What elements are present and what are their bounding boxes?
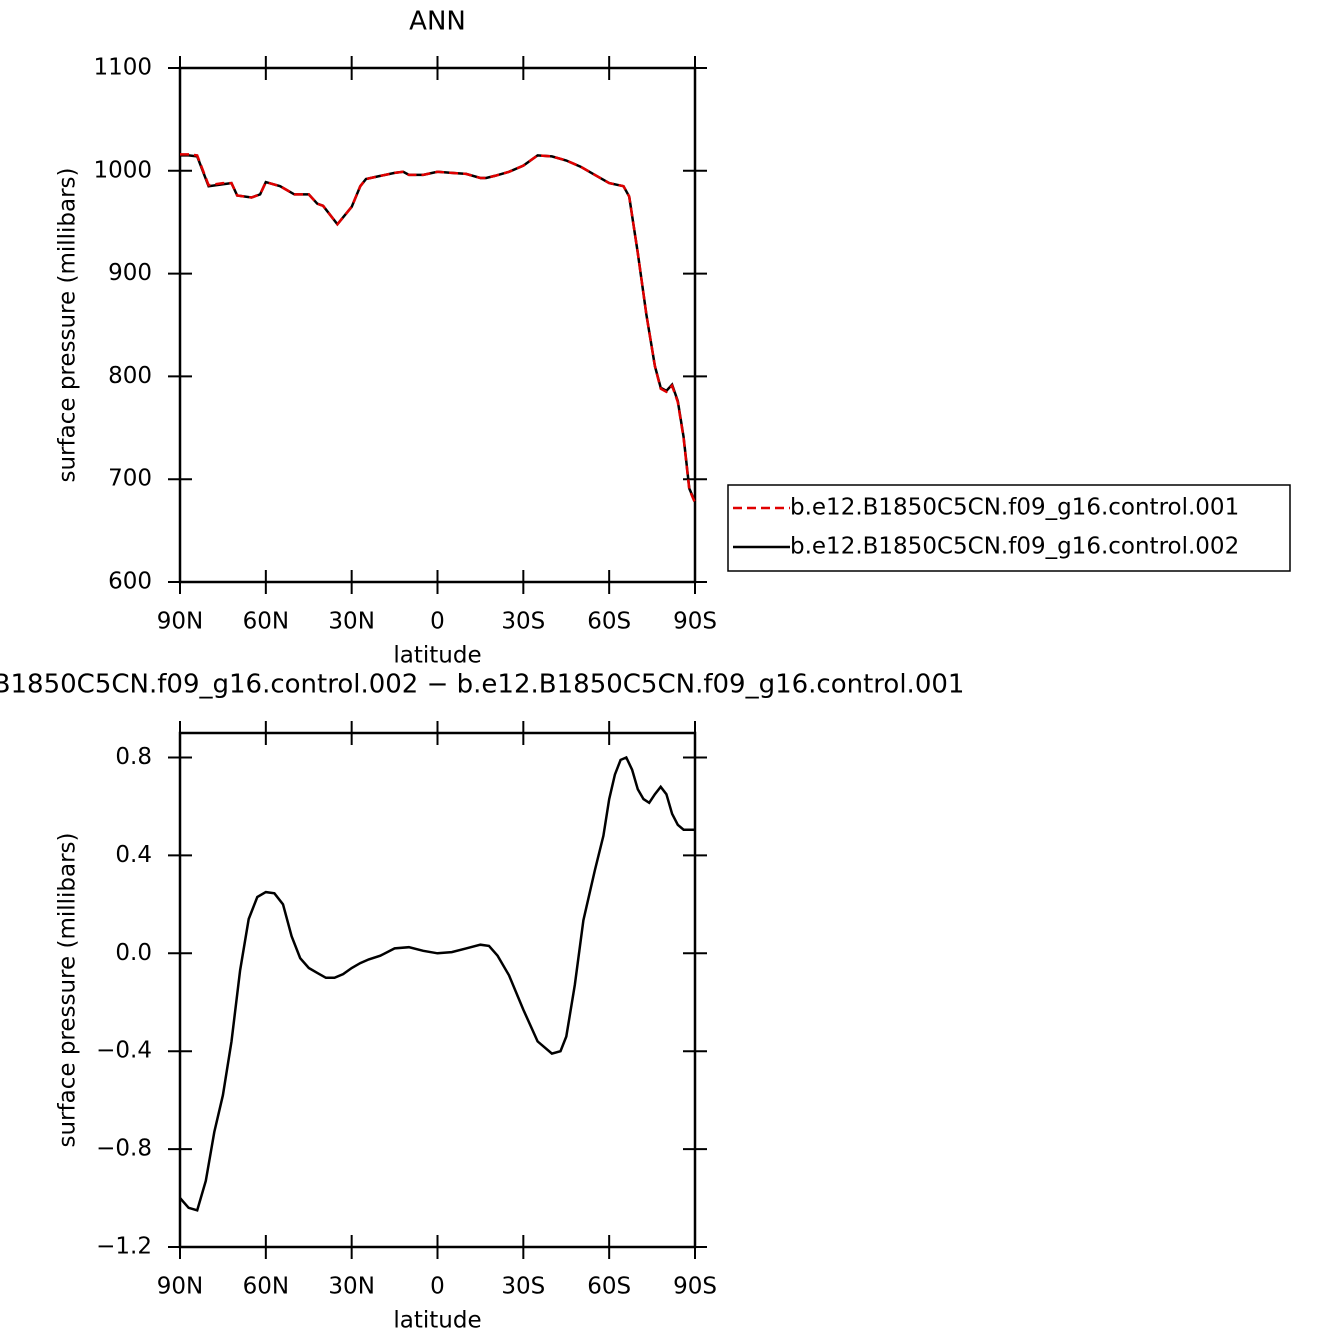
legend-label: b.e12.B1850C5CN.f09_g16.control.001: [790, 495, 1239, 521]
x-tick-label: 60S: [587, 1274, 631, 1300]
y-axis-label: surface pressure (millibars): [55, 167, 81, 482]
legend-box: [727, 484, 1291, 572]
x-tick-label: 60S: [587, 609, 631, 635]
y-tick-label: 800: [108, 363, 152, 389]
x-tick-label: 0: [430, 609, 445, 635]
plot-frame: [178, 66, 697, 584]
chart-title: b.e12.B1850C5CN.f09_g16.control.002 − b.…: [0, 670, 964, 700]
y-tick-label: 0.0: [115, 940, 152, 966]
x-tick-label: 0: [430, 1274, 445, 1300]
data-line: [179, 755, 695, 1212]
chart-title: ANN: [409, 7, 466, 37]
data-line: [180, 153, 697, 504]
x-tick-label: 30S: [501, 1274, 545, 1300]
x-tick-label: 30S: [501, 609, 545, 635]
plot-frame: [178, 731, 697, 1249]
y-tick-label: 900: [108, 260, 152, 286]
data-line: [180, 154, 697, 503]
y-tick-label: 0.4: [115, 842, 152, 868]
x-axis-label: latitude: [393, 1308, 481, 1334]
y-tick-label: 1100: [93, 55, 152, 81]
legend-label: b.e12.B1850C5CN.f09_g16.control.002: [790, 534, 1239, 560]
x-tick-label: 30N: [328, 1274, 374, 1300]
x-tick-label: 60N: [243, 1274, 289, 1300]
x-tick-label: 90N: [157, 609, 203, 635]
y-tick-label: 700: [108, 466, 152, 492]
y-tick-label: 600: [108, 569, 152, 595]
y-tick-label: −0.4: [96, 1038, 152, 1064]
y-tick-label: −1.2: [96, 1234, 152, 1260]
x-tick-label: 30N: [328, 609, 374, 635]
x-axis-label: latitude: [393, 643, 481, 669]
y-tick-label: 1000: [93, 157, 152, 183]
x-tick-label: 90N: [157, 1274, 203, 1300]
x-tick-label: 90S: [673, 609, 717, 635]
y-axis-label: surface pressure (millibars): [55, 832, 81, 1147]
x-tick-label: 90S: [673, 1274, 717, 1300]
y-tick-label: 0.8: [115, 744, 152, 770]
x-tick-label: 60N: [243, 609, 289, 635]
y-tick-label: −0.8: [96, 1136, 152, 1162]
